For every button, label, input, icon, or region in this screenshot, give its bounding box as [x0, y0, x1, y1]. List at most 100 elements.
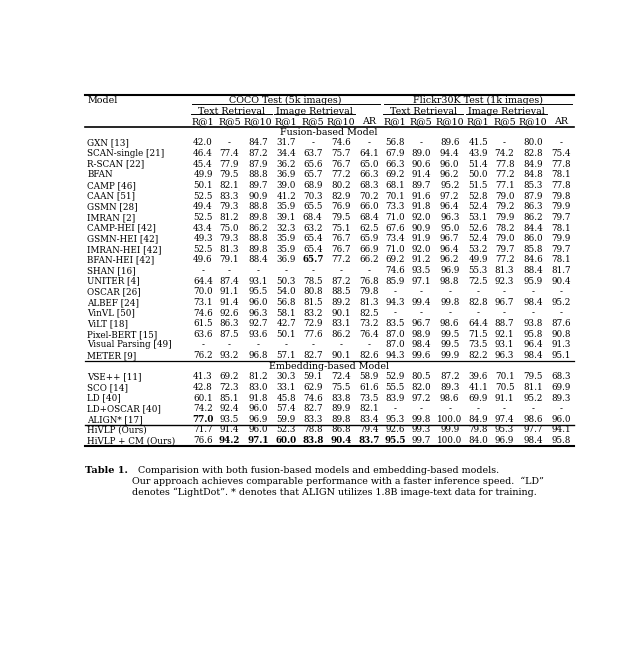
- Text: 93.1: 93.1: [248, 277, 268, 286]
- Text: 66.2: 66.2: [359, 255, 379, 265]
- Text: 95.0: 95.0: [440, 223, 460, 233]
- Text: 62.9: 62.9: [303, 383, 323, 392]
- Text: 94.1: 94.1: [551, 426, 571, 434]
- Text: 50.1: 50.1: [193, 181, 212, 190]
- Text: 86.0: 86.0: [523, 234, 543, 243]
- Text: SHAN [16]: SHAN [16]: [88, 266, 136, 275]
- Text: 87.9: 87.9: [524, 192, 543, 201]
- Text: -: -: [503, 404, 506, 413]
- Text: 73.4: 73.4: [385, 234, 404, 243]
- Text: 83.1: 83.1: [332, 319, 351, 329]
- Text: 90.4: 90.4: [330, 436, 352, 445]
- Text: 95.2: 95.2: [551, 298, 570, 307]
- Text: 79.5: 79.5: [524, 372, 543, 381]
- Text: 99.8: 99.8: [412, 415, 431, 424]
- Text: -: -: [477, 404, 479, 413]
- Text: 91.9: 91.9: [412, 234, 431, 243]
- Text: 86.8: 86.8: [332, 426, 351, 434]
- Text: -: -: [448, 309, 451, 318]
- Text: R@10: R@10: [243, 117, 272, 126]
- Text: R@10: R@10: [327, 117, 355, 126]
- Text: 89.3: 89.3: [551, 394, 570, 402]
- Text: 77.1: 77.1: [495, 181, 515, 190]
- Text: 71.5: 71.5: [468, 330, 488, 338]
- Text: -: -: [257, 340, 259, 349]
- Text: 69.2: 69.2: [385, 255, 404, 265]
- Text: 53.2: 53.2: [468, 245, 488, 254]
- Text: AR: AR: [554, 117, 568, 126]
- Text: 42.0: 42.0: [193, 138, 213, 148]
- Text: ALBEF [24]: ALBEF [24]: [88, 298, 140, 307]
- Text: -: -: [367, 138, 371, 148]
- Text: -: -: [559, 309, 563, 318]
- Text: -: -: [503, 138, 506, 148]
- Text: 36.9: 36.9: [276, 170, 296, 180]
- Text: -: -: [340, 266, 342, 275]
- Text: 79.9: 79.9: [495, 213, 515, 222]
- Text: 96.3: 96.3: [440, 213, 460, 222]
- Text: 69.9: 69.9: [551, 383, 570, 392]
- Text: 71.0: 71.0: [385, 245, 404, 254]
- Text: 45.8: 45.8: [276, 394, 296, 402]
- Text: 88.7: 88.7: [495, 319, 515, 329]
- Text: 76.6: 76.6: [193, 436, 212, 445]
- Text: 65.7: 65.7: [302, 255, 323, 265]
- Text: 89.3: 89.3: [440, 383, 460, 392]
- Text: 96.2: 96.2: [440, 170, 460, 180]
- Text: 49.9: 49.9: [193, 170, 212, 180]
- Text: -: -: [394, 309, 396, 318]
- Text: 50.0: 50.0: [468, 170, 488, 180]
- Text: 68.3: 68.3: [551, 372, 571, 381]
- Text: 96.7: 96.7: [495, 298, 515, 307]
- Text: 83.8: 83.8: [302, 436, 323, 445]
- Text: Flickr30K Test (1k images): Flickr30K Test (1k images): [413, 96, 543, 105]
- Text: 81.7: 81.7: [551, 266, 571, 275]
- Text: 81.5: 81.5: [303, 298, 323, 307]
- Text: 75.0: 75.0: [220, 223, 239, 233]
- Text: 35.9: 35.9: [276, 234, 296, 243]
- Text: 70.1: 70.1: [385, 192, 404, 201]
- Text: 94.4: 94.4: [440, 149, 460, 158]
- Text: 79.7: 79.7: [495, 245, 515, 254]
- Text: HiVLP (Ours): HiVLP (Ours): [88, 426, 147, 434]
- Text: 96.4: 96.4: [440, 245, 460, 254]
- Text: 90.4: 90.4: [551, 277, 571, 286]
- Text: -: -: [420, 287, 423, 297]
- Text: -: -: [228, 138, 231, 148]
- Text: 70.2: 70.2: [359, 192, 379, 201]
- Text: 51.4: 51.4: [468, 160, 488, 169]
- Text: 95.1: 95.1: [551, 351, 570, 360]
- Text: 79.3: 79.3: [220, 234, 239, 243]
- Text: 90.9: 90.9: [412, 223, 431, 233]
- Text: 69.2: 69.2: [385, 170, 404, 180]
- Text: 91.8: 91.8: [248, 394, 268, 402]
- Text: 85.1: 85.1: [220, 394, 239, 402]
- Text: 72.9: 72.9: [303, 319, 323, 329]
- Text: 89.8: 89.8: [248, 213, 268, 222]
- Text: 94.3: 94.3: [385, 351, 404, 360]
- Text: 81.3: 81.3: [495, 266, 515, 275]
- Text: 74.2: 74.2: [193, 404, 213, 413]
- Text: 87.9: 87.9: [248, 160, 268, 169]
- Text: 92.0: 92.0: [412, 213, 431, 222]
- Text: 79.0: 79.0: [495, 234, 515, 243]
- Text: 41.1: 41.1: [468, 383, 488, 392]
- Text: 82.8: 82.8: [523, 149, 543, 158]
- Text: 98.4: 98.4: [523, 298, 543, 307]
- Text: 78.8: 78.8: [303, 426, 323, 434]
- Text: 36.2: 36.2: [276, 160, 296, 169]
- Text: 77.2: 77.2: [332, 170, 351, 180]
- Text: 52.8: 52.8: [468, 192, 488, 201]
- Text: R-SCAN [22]: R-SCAN [22]: [88, 160, 145, 169]
- Text: 87.0: 87.0: [385, 340, 404, 349]
- Text: 73.2: 73.2: [359, 319, 379, 329]
- Text: Visual Parsing [49]: Visual Parsing [49]: [88, 340, 172, 349]
- Text: 82.2: 82.2: [468, 351, 488, 360]
- Text: -: -: [228, 266, 231, 275]
- Text: 49.4: 49.4: [193, 202, 213, 211]
- Text: 75.4: 75.4: [551, 149, 571, 158]
- Text: 78.2: 78.2: [495, 223, 515, 233]
- Text: 86.3: 86.3: [220, 319, 239, 329]
- Text: Embedding-based Model: Embedding-based Model: [269, 362, 389, 370]
- Text: 88.5: 88.5: [332, 287, 351, 297]
